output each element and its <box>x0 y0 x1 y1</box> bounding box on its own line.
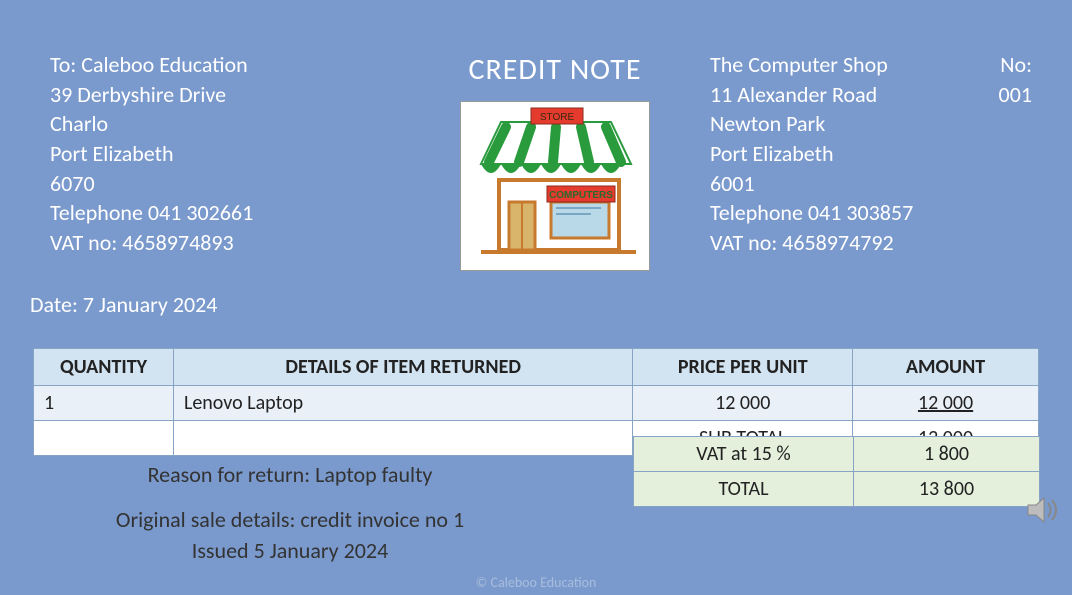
vat-row: VAT at 15 % 1 800 <box>634 437 1040 472</box>
to-line: 6070 <box>50 169 400 199</box>
document-date: Date: 7 January 2024 <box>0 291 1072 318</box>
reason-block: Reason for return: Laptop faulty Origina… <box>50 460 530 566</box>
original-sale-line1: Original sale details: credit invoice no… <box>50 505 530 536</box>
to-line: Telephone 041 302661 <box>50 198 400 228</box>
to-line: Charlo <box>50 109 400 139</box>
original-sale-line2: Issued 5 January 2024 <box>50 536 530 567</box>
header: To: Caleboo Education 39 Derbyshire Driv… <box>0 0 1072 281</box>
cell-detail: Lenovo Laptop <box>173 385 632 420</box>
total-value: 13 800 <box>854 472 1040 507</box>
col-price-per-unit: PRICE PER UNIT <box>633 348 853 385</box>
table-row: 1 Lenovo Laptop 12 000 12 000 <box>34 385 1039 420</box>
to-line: To: Caleboo Education <box>50 50 400 80</box>
col-details: DETAILS OF ITEM RETURNED <box>173 348 632 385</box>
from-line: 6001 <box>710 169 990 199</box>
from-line: The Computer Shop <box>710 50 990 80</box>
total-row: TOTAL 13 800 <box>634 472 1040 507</box>
to-line: 39 Derbyshire Drive <box>50 80 400 110</box>
return-reason: Reason for return: Laptop faulty <box>50 460 530 491</box>
col-quantity: QUANTITY <box>34 348 174 385</box>
store-illustration: STORE COMPUTERS <box>460 101 650 271</box>
speaker-icon <box>1026 495 1062 525</box>
cell-ppu: 12 000 <box>633 385 853 420</box>
svg-text:COMPUTERS: COMPUTERS <box>549 190 613 201</box>
vat-value: 1 800 <box>854 437 1040 472</box>
svg-text:STORE: STORE <box>540 112 575 123</box>
title-block: CREDIT NOTE STORE <box>400 50 710 271</box>
to-line: Port Elizabeth <box>50 139 400 169</box>
total-label: TOTAL <box>634 472 854 507</box>
vat-label: VAT at 15 % <box>634 437 854 472</box>
note-number: No: 001 <box>990 50 1042 271</box>
cell-amount: 12 000 <box>853 385 1039 420</box>
sender-block: The Computer Shop 11 Alexander Road Newt… <box>710 50 990 271</box>
from-line: Telephone 041 303857 <box>710 198 990 228</box>
totals-table: VAT at 15 % 1 800 TOTAL 13 800 <box>633 436 1040 507</box>
to-line: VAT no: 4658974893 <box>50 228 400 258</box>
cell-qty: 1 <box>34 385 174 420</box>
from-line: VAT no: 4658974792 <box>710 228 990 258</box>
from-line: Newton Park <box>710 109 990 139</box>
col-amount: AMOUNT <box>853 348 1039 385</box>
footer-copyright: © Caleboo Education <box>0 574 1072 591</box>
recipient-block: To: Caleboo Education 39 Derbyshire Driv… <box>50 50 400 271</box>
table-header-row: QUANTITY DETAILS OF ITEM RETURNED PRICE … <box>34 348 1039 385</box>
document-title: CREDIT NOTE <box>400 50 710 91</box>
from-line: Port Elizabeth <box>710 139 990 169</box>
from-line: 11 Alexander Road <box>710 80 990 110</box>
